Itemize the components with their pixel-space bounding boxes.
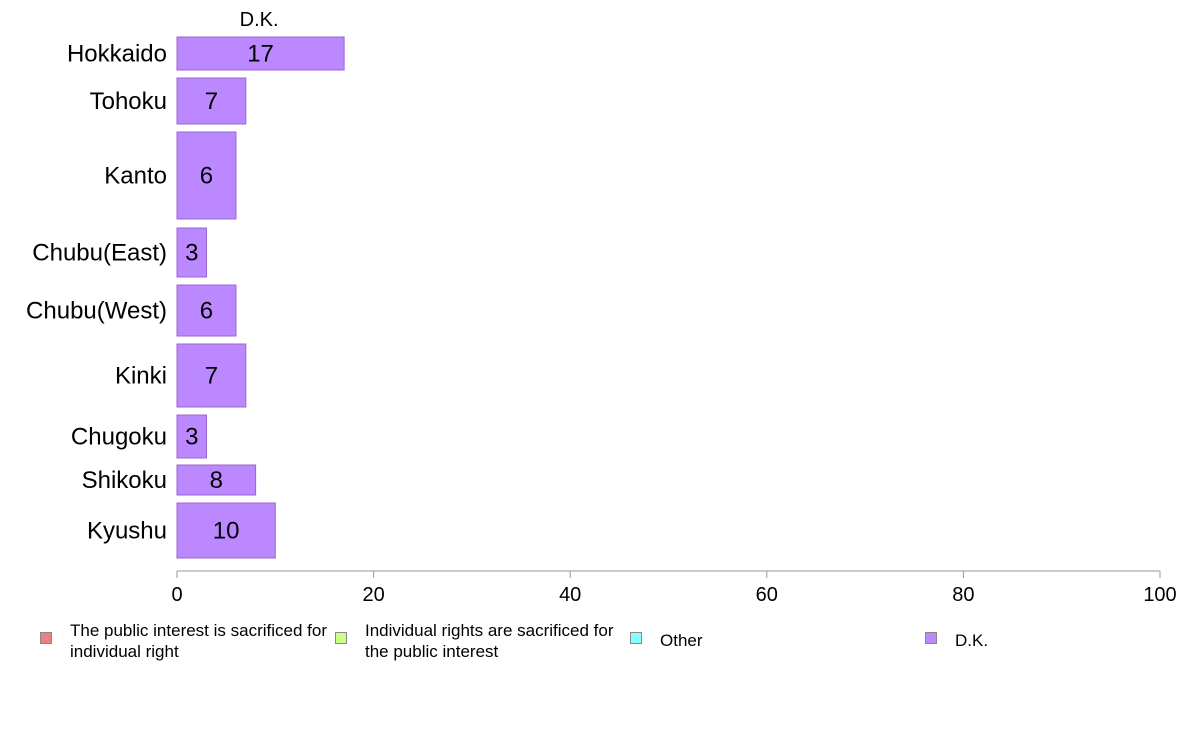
bars-group: Hokkaido 17 Tohoku 7 Kanto 6 Chubu(East) 3 Chubu…: [26, 36, 345, 559]
category-label: Chugoku: [71, 424, 167, 451]
legend-item-individual-rights-sacrificed: Individual rights are sacrificed for the…: [335, 620, 625, 662]
legend-item-other: Other: [630, 620, 703, 651]
legend-label: D.K.: [955, 631, 989, 650]
category-label: Kyushu: [87, 518, 167, 545]
x-tick-label: 20: [362, 584, 384, 606]
legend-label: Other: [660, 631, 703, 650]
bar-value-label: 10: [213, 518, 240, 545]
legend-item-public-interest-sacrificed: The public interest is sacrificed for in…: [40, 620, 330, 662]
x-tick-label: 40: [559, 584, 581, 606]
x-axis: 0 20 40 60 80 100: [171, 570, 1177, 606]
category-label: Chubu(West): [26, 298, 167, 325]
category-label: Tohoku: [90, 88, 167, 115]
bar: [176, 284, 237, 337]
legend-item-dk: D.K.: [925, 620, 988, 651]
x-tick-label: 100: [1143, 584, 1176, 606]
legend-swatch: [40, 632, 52, 644]
bar-value-label: 7: [205, 88, 218, 115]
legend-swatch: [335, 632, 347, 644]
bar: [176, 77, 247, 125]
bar-value-label: 7: [205, 363, 218, 390]
bar-value-label: 8: [210, 467, 223, 494]
bar: [176, 502, 276, 559]
bar: [176, 414, 207, 459]
bar-value-label: 3: [185, 240, 198, 267]
x-tick-label: 0: [171, 584, 182, 606]
bar-value-label: 6: [200, 298, 213, 325]
bar: [176, 464, 257, 496]
bar: [176, 227, 207, 278]
bar: [176, 131, 237, 220]
legend: The public interest is sacrificed for in…: [0, 620, 1188, 680]
bar: [176, 36, 345, 71]
category-label: Kanto: [104, 163, 167, 190]
bar-value-label: 6: [200, 163, 213, 190]
chart-title: D.K.: [240, 9, 279, 31]
category-label: Chubu(East): [32, 240, 167, 267]
legend-swatch: [925, 632, 937, 644]
bar: [176, 343, 247, 408]
category-label: Hokkaido: [67, 41, 167, 68]
category-label: Kinki: [115, 363, 167, 390]
bar-chart: D.K. Hokkaido 17 Tohoku 7 Kanto 6 Chubu(East) 3…: [26, 9, 1177, 606]
bar-value-label: 3: [185, 424, 198, 451]
legend-label: The public interest is sacrificed for in…: [70, 621, 327, 661]
bar-value-label: 17: [247, 41, 274, 68]
category-label: Shikoku: [82, 467, 167, 494]
x-tick-label: 60: [756, 584, 778, 606]
legend-swatch: [630, 632, 642, 644]
x-tick-label: 80: [952, 584, 974, 606]
legend-label: Individual rights are sacrificed for the…: [365, 621, 614, 661]
